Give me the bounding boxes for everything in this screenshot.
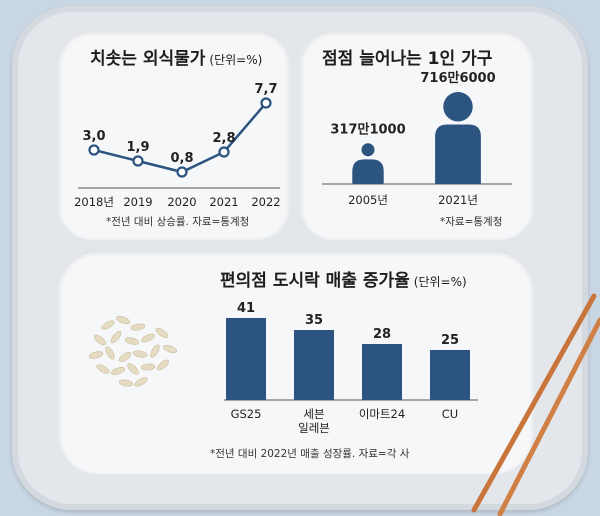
bar xyxy=(430,350,470,400)
x-tick-label: 2019 xyxy=(123,195,152,209)
bar xyxy=(362,344,402,400)
panel-single-households: 점점 늘어나는 1인 가구 317만1000 2005년 716만6000 2021년… xyxy=(300,30,534,240)
data-label: 28 xyxy=(373,327,391,342)
bar xyxy=(226,318,266,400)
person-icon-mark xyxy=(435,92,481,184)
chopsticks-illustration xyxy=(471,293,600,516)
x-tick-label: CU xyxy=(442,407,458,421)
data-point xyxy=(132,155,144,167)
chart-note-lunchbox-sales: *전년 대비 2022년 매출 성장률. 자료=각 사 xyxy=(210,448,410,460)
chart-title-dining-prices: 치솟는 외식물가 (단위=%) xyxy=(90,49,263,69)
bar xyxy=(294,330,334,400)
data-label: 0,8 xyxy=(170,151,193,166)
x-tick-label: 2021 xyxy=(209,195,238,209)
data-label: 25 xyxy=(441,333,459,348)
person-icon-chart: 317만1000 2005년 716만6000 2021년 xyxy=(322,70,512,207)
panel-lunchbox-sales: 편의점 도시락 매출 증가율 (단위=%) 41 GS25 35 세븐 일레븐 28 이마트2… xyxy=(58,250,534,474)
x-tick-label: 2021년 xyxy=(438,193,478,207)
x-tick-label: 이마트24 xyxy=(359,407,405,421)
data-point xyxy=(176,166,188,178)
data-point xyxy=(88,144,100,156)
x-tick-label: GS25 xyxy=(231,407,262,421)
data-label: 41 xyxy=(237,301,255,316)
chart-title-single-households: 점점 늘어나는 1인 가구 xyxy=(322,49,493,69)
data-point xyxy=(260,97,272,109)
rice-grains-illustration xyxy=(88,316,177,387)
x-tick-label: 2020 xyxy=(167,195,196,209)
chart-note-single-households: *자료=통계청 xyxy=(440,216,503,228)
x-tick-label: 세븐 일레븐 xyxy=(298,407,330,435)
x-tick-label: 2022 xyxy=(251,195,280,209)
x-tick-label: 2018년 xyxy=(74,195,114,209)
data-label: 7,7 xyxy=(254,82,277,97)
chart-title-lunchbox-sales: 편의점 도시락 매출 증가율 (단위=%) xyxy=(220,271,467,291)
chart-note-dining-prices: *전년 대비 상승률. 자료=통계청 xyxy=(106,216,250,228)
data-label: 716만6000 xyxy=(420,70,495,86)
x-tick-label: 2005년 xyxy=(348,193,388,207)
data-label: 3,0 xyxy=(82,129,105,144)
data-label: 1,9 xyxy=(126,140,149,155)
panel-dining-prices: 치솟는 외식물가 (단위=%) 3,0 2018년 1,9 2019 0,8 2020 2,8… xyxy=(58,30,290,240)
data-point xyxy=(218,146,230,158)
data-label: 317만1000 xyxy=(330,121,405,137)
person-icon-mark xyxy=(352,143,384,184)
data-label: 2,8 xyxy=(212,131,235,146)
data-label: 35 xyxy=(305,313,323,328)
line-chart: 3,0 2018년 1,9 2019 0,8 2020 2,8 2021 7,7 2022 xyxy=(74,82,281,209)
bar-chart: 41 GS25 35 세븐 일레븐 28 이마트24 25 CU xyxy=(224,301,478,435)
